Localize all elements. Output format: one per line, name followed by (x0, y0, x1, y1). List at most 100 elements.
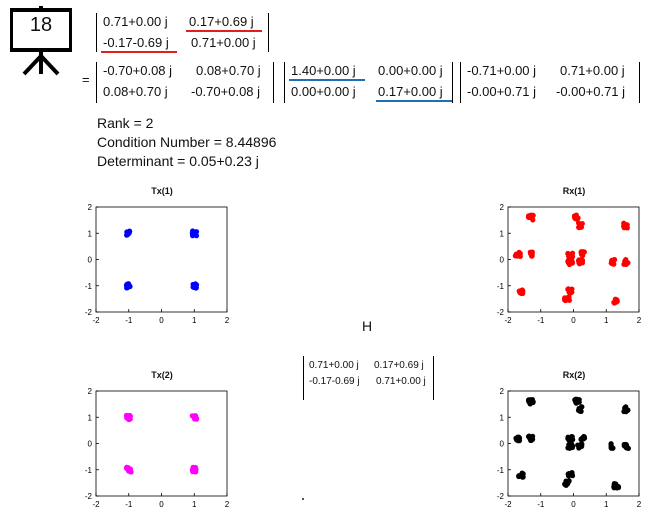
point-sample (126, 230, 132, 236)
x-tick-label: 1 (192, 500, 197, 509)
point-sample (566, 289, 572, 296)
presentation-board-icon (9, 6, 73, 76)
data-point (562, 294, 573, 304)
point-sample (577, 224, 583, 230)
y-tick-label: -2 (497, 308, 505, 317)
data-point (575, 404, 585, 414)
y-tick-label: 0 (500, 256, 505, 265)
y-tick-label: 0 (88, 440, 93, 449)
point-sample (576, 260, 583, 266)
point-sample (569, 443, 576, 449)
y-tick-label: -2 (85, 308, 93, 317)
point-sample (623, 258, 629, 264)
matrix-u-r1c2: 0.08+0.70 j (196, 63, 261, 78)
y-tick-label: 2 (500, 387, 505, 396)
data-point (512, 249, 523, 259)
data-point (189, 413, 200, 422)
point-sample (125, 465, 131, 471)
matrix-v-r1c1: -0.71+0.00 j (467, 63, 537, 78)
scatter-plot-rx1: -2 -1 0 1 2 2 1 0 -1 -2 (497, 203, 642, 325)
small-dot-mark (302, 498, 304, 500)
center-matrix-left-bracket (303, 356, 304, 400)
point-sample (624, 444, 630, 450)
data-point (565, 250, 576, 260)
data-point (575, 257, 586, 267)
y-tick-label: 1 (500, 229, 505, 238)
data-point (190, 281, 200, 291)
y-tick-label: 2 (500, 203, 505, 212)
data-point (123, 281, 133, 291)
point-sample (566, 294, 572, 300)
slide-number: 18 (29, 14, 53, 36)
y-tick-label: -1 (85, 282, 93, 291)
plot-title-rx1: Rx(1) (562, 186, 586, 196)
equals-sign: = (82, 72, 90, 87)
scatter-plot-rx2: -2 -1 0 1 2 2 1 0 -1 -2 (497, 387, 642, 509)
data-point (578, 249, 587, 259)
x-tick-label: 1 (192, 316, 197, 325)
point-sample (578, 249, 584, 256)
point-sample (562, 482, 569, 488)
point-sample (527, 397, 533, 403)
y-tick-label: -2 (497, 492, 505, 501)
y-tick-label: 0 (500, 440, 505, 449)
x-tick-label: -1 (537, 316, 545, 325)
data-point (608, 441, 616, 451)
data-point (123, 464, 134, 475)
matrix-s-right-bracket (452, 62, 453, 103)
center-matrix-right-bracket (433, 356, 434, 400)
y-tick-label: 1 (500, 413, 505, 422)
data-point (525, 433, 536, 443)
matrix-s-r2c1: 0.00+0.00 j (291, 84, 356, 99)
matrix-u-r2c1: 0.08+0.70 j (103, 84, 168, 99)
data-point (575, 220, 585, 231)
scatter-plot-tx1: -2 -1 0 1 2 2 1 0 -1 -2 (85, 203, 230, 325)
data-point (621, 257, 631, 268)
point-sample (615, 483, 621, 490)
x-tick-label: 2 (225, 316, 230, 325)
y-tick-label: 2 (88, 387, 93, 396)
data-point (611, 296, 620, 306)
channel-label-h: H (362, 318, 373, 334)
center-matrix-r1c1: 0.71+0.00 j (309, 360, 359, 371)
rank-text: Rank = 2 (97, 115, 154, 131)
data-point (578, 433, 588, 443)
matrix-h-r2c1: -0.17-0.69 j (103, 35, 169, 50)
x-tick-label: -1 (537, 500, 545, 509)
matrix-v-r1c2: 0.71+0.00 j (560, 63, 625, 78)
plot-frame (95, 206, 228, 313)
data-point (621, 441, 631, 451)
data-point (525, 212, 536, 223)
point-sample (575, 220, 582, 226)
x-tick-label: 0 (159, 316, 164, 325)
blue-underline-s22 (376, 100, 452, 102)
point-sample (192, 283, 199, 290)
data-point (621, 220, 630, 231)
point-sample (576, 399, 582, 405)
point-sample (563, 478, 569, 484)
matrix-v-left-bracket (460, 62, 461, 103)
data-point (513, 434, 523, 444)
point-sample (562, 297, 568, 303)
point-sample (566, 473, 572, 479)
x-tick-label: 2 (637, 500, 642, 509)
point-sample (608, 444, 614, 450)
point-sample (189, 232, 196, 238)
point-sample (609, 257, 615, 264)
point-sample (192, 415, 198, 421)
point-sample (576, 405, 582, 412)
data-point (565, 286, 575, 296)
plot-title-tx2: Tx(2) (151, 370, 173, 380)
matrix-h-right-bracket (268, 13, 269, 52)
x-tick-label: -1 (125, 316, 133, 325)
data-point (562, 478, 572, 488)
center-matrix-r1c2: 0.17+0.69 j (374, 360, 424, 371)
matrix-v-r2c2: -0.00+0.71 j (556, 84, 626, 99)
plot-title-tx1: Tx(1) (151, 186, 173, 196)
data-point (516, 287, 526, 297)
y-tick-label: 1 (88, 413, 93, 422)
red-underline-r2c1 (101, 51, 177, 53)
blue-underline-s11 (289, 79, 365, 81)
y-tick-label: -1 (85, 466, 93, 475)
point-sample (622, 406, 628, 413)
